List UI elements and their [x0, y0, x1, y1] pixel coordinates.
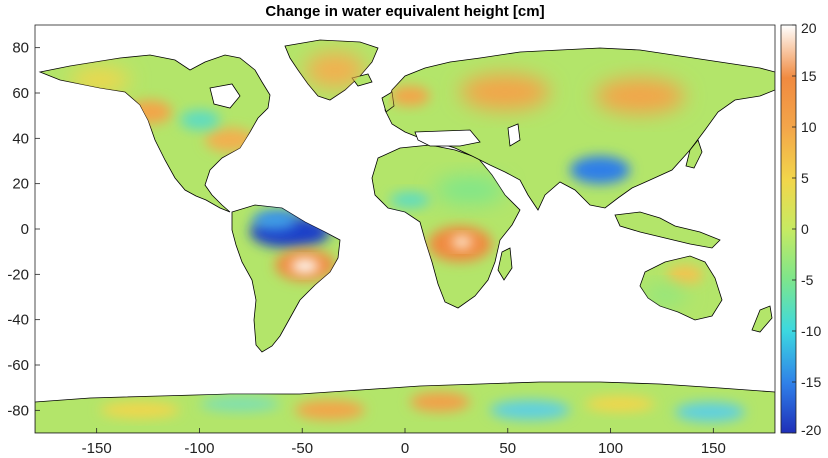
antarctica-landmass: [35, 381, 775, 433]
colorbar: 20 15 10 5 0 -5 -10 -15 -20: [780, 20, 821, 438]
y-tick-label: -40: [7, 312, 29, 329]
y-tick-label: 80: [12, 40, 29, 57]
colorbar-tick-label: 20: [801, 20, 817, 36]
y-tick-label: 60: [12, 85, 29, 102]
new-zealand-landmass: [751, 305, 773, 333]
plot-area: [35, 25, 775, 433]
southeast-asia-islands: [614, 211, 721, 249]
colorbar-tick-label: 5: [801, 170, 809, 186]
japan-landmass: [685, 139, 703, 169]
colorbar-tick-label: -10: [801, 323, 821, 339]
colorbar-tick-label: 15: [801, 68, 817, 84]
y-axis: 80 60 40 20 0 -20 -40 -60 -80: [7, 40, 40, 419]
colorbar-tick-label: -5: [801, 272, 814, 288]
madagascar-landmass: [497, 247, 513, 281]
x-tick-label: 50: [499, 440, 516, 457]
anomaly-overlay: [70, 52, 745, 422]
y-tick-label: -60: [7, 357, 29, 374]
chart-title: Change in water equivalent height [cm]: [265, 3, 544, 20]
x-tick-label: 100: [598, 440, 623, 457]
x-tick-label: -150: [82, 440, 112, 457]
x-axis: -150 -100 -50 0 50 100 150: [82, 428, 726, 457]
colorbar-tick-label: 0: [801, 221, 809, 237]
y-tick-label: 40: [12, 130, 29, 147]
x-tick-label: -50: [291, 440, 313, 457]
colorbar-tick-label: 10: [801, 119, 817, 135]
y-tick-label: 0: [21, 221, 29, 238]
y-tick-label: -20: [7, 266, 29, 283]
colorbar-tick-label: -15: [801, 374, 821, 390]
y-tick-label: 20: [12, 176, 29, 193]
y-tick-label: -80: [7, 402, 29, 419]
colorbar-ticks: 20 15 10 5 0 -5 -10 -15 -20: [792, 20, 821, 438]
colorbar-tick-label: -20: [801, 422, 821, 438]
x-tick-label: 0: [401, 440, 409, 457]
x-tick-label: 150: [701, 440, 726, 457]
inland-water: [209, 83, 521, 147]
x-tick-label: -100: [184, 440, 214, 457]
